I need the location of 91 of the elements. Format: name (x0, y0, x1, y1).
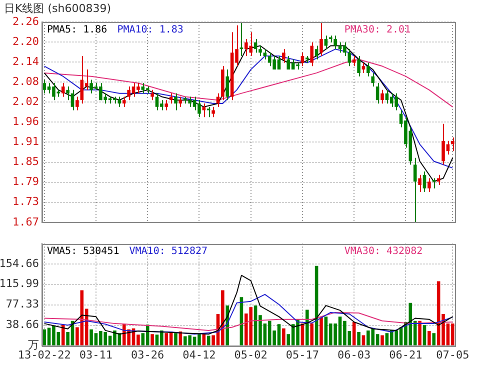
y-tick-label: 1.96 (12, 115, 39, 128)
candlestick (282, 48, 286, 64)
y-tick-label: 2.26 (12, 14, 39, 28)
x-tick-label: 05-02 (234, 348, 268, 362)
bar (432, 333, 436, 346)
bar (428, 330, 431, 346)
candlestick (366, 62, 370, 77)
candlestick (164, 100, 168, 111)
x-tick-label: 05-17 (286, 348, 320, 362)
y-tick-label: 38.66 (6, 318, 39, 332)
text: VMA5: 530451 (47, 246, 120, 258)
bar (61, 324, 65, 346)
candlestick (413, 157, 417, 223)
bar (352, 322, 356, 346)
candlestick (80, 55, 84, 104)
candlestick (348, 48, 352, 67)
y-tick-label: 115.99 (0, 277, 39, 290)
candlestick (216, 92, 220, 108)
bar (380, 335, 384, 346)
text: PMA5: 1.86 (47, 24, 108, 36)
y-tick-label: 154.66 (0, 256, 39, 270)
y-tick-label: 2.14 (12, 54, 40, 68)
bar (164, 333, 168, 346)
bar (202, 334, 206, 346)
y-tick-label: 1.79 (12, 175, 39, 188)
candlestick (150, 89, 154, 101)
bar (174, 333, 178, 346)
candlestick (422, 170, 426, 192)
candlestick (371, 72, 375, 88)
bar (357, 332, 360, 346)
candlestick (66, 86, 70, 101)
text: PMA30: 2.01 (344, 24, 411, 36)
candlestick (352, 55, 356, 67)
candlestick (320, 22, 323, 56)
bar (418, 320, 422, 346)
candlestick (76, 96, 79, 111)
candlestick (300, 52, 304, 67)
bar (150, 334, 154, 346)
x-tick-label: 06-03 (338, 348, 371, 362)
candlestick (334, 35, 337, 50)
candlestick (70, 89, 74, 111)
bar (422, 325, 426, 346)
text: VMA30: 432082 (344, 246, 423, 258)
y-tick-label: 1.85 (12, 155, 39, 168)
candlestick (61, 82, 65, 98)
candlestick (428, 178, 431, 192)
chart-title: 日K线图 (sh600839) (4, 1, 111, 16)
candlestick (118, 96, 122, 108)
bar (306, 310, 309, 346)
text: PMA10: 1.83 (117, 24, 184, 36)
y-tick-label: 2.20 (12, 34, 39, 48)
candlestick (174, 92, 178, 111)
x-tick-label: 03-11 (79, 348, 113, 362)
candlestick (357, 55, 360, 77)
text: VMA10: 512827 (129, 246, 208, 258)
bar (362, 335, 366, 346)
candlestick (380, 89, 384, 104)
y-tick-label: 2.08 (12, 74, 39, 88)
candlestick (141, 82, 145, 94)
bar (320, 317, 323, 346)
candlestick (212, 106, 215, 118)
x-tick-label: 06-21 (389, 348, 422, 362)
candlestick (178, 96, 182, 108)
candlestick (418, 174, 422, 192)
y-tick-label: 1.91 (12, 135, 39, 148)
x-tick-label: 03-26 (131, 348, 164, 362)
bar (282, 328, 286, 346)
y-tick-label: 1.73 (12, 195, 39, 208)
y-tick-label: 2.02 (12, 95, 39, 108)
candlestick (122, 96, 126, 108)
candlestick (310, 42, 314, 67)
candlestick (376, 82, 380, 104)
x-tick-label: 07-05 (436, 348, 470, 362)
candlestick (286, 55, 290, 70)
candlestick (432, 178, 436, 189)
candlestick (202, 103, 206, 118)
candlestick (436, 174, 440, 186)
candlestick (206, 106, 210, 118)
bar (206, 336, 210, 346)
y-tick-label: 77.33 (6, 298, 39, 311)
candlestick (324, 35, 328, 50)
candlestick (263, 48, 267, 60)
candlestick (169, 92, 173, 104)
y-tick-label: 1.67 (12, 215, 39, 228)
candlestick (314, 45, 318, 60)
x-tick-label: 04-12 (182, 348, 216, 362)
bar (310, 324, 314, 346)
y-tick-label: 万 (28, 338, 39, 352)
candlestick (362, 62, 366, 74)
candlestick (226, 69, 230, 101)
candlestick (451, 136, 454, 152)
